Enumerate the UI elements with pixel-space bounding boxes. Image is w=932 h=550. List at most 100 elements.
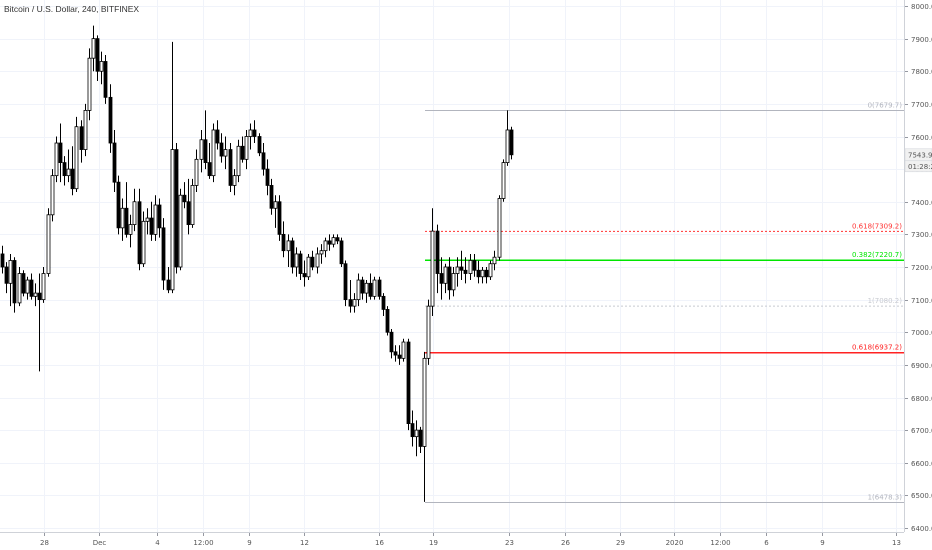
candle-body <box>141 220 146 265</box>
candle-body <box>476 269 481 278</box>
fib-level-label: 0.382(7220.7) <box>852 251 902 259</box>
candle-body <box>281 233 286 252</box>
candle-body <box>406 341 411 425</box>
time-axis[interactable]: 28 Dec 4 12:00 9 12 16 19 23 26 29 2020 12:00 6 9 13 <box>40 533 901 547</box>
candle-body <box>223 149 228 157</box>
candle-body <box>211 129 216 177</box>
candle-body <box>4 266 9 284</box>
candle-body <box>484 269 489 278</box>
price-tags: 7543.9 01:28:26 <box>904 148 932 173</box>
candle-body <box>0 253 5 268</box>
x-tick-label: 19 <box>429 539 438 547</box>
candle-body <box>215 129 220 144</box>
candle-body <box>348 299 353 307</box>
candle-body <box>137 201 142 265</box>
candle-body <box>286 240 291 252</box>
candle-body <box>269 185 274 209</box>
candle-body <box>377 279 382 297</box>
fib-level-label: 0(7679.7) <box>868 101 903 109</box>
y-tick-label: 6800.0 <box>911 395 932 403</box>
candle-body <box>451 273 456 291</box>
candle-body <box>410 423 415 438</box>
candle-body <box>25 279 30 294</box>
fib-level-label: 0.618(7309.2) <box>852 222 902 230</box>
candle-body <box>95 38 100 72</box>
candle-body <box>128 224 133 235</box>
y-tick-label: 8000.0 <box>911 3 932 11</box>
candle-body <box>12 260 17 304</box>
candle-body <box>497 198 502 258</box>
candle-body <box>339 240 344 265</box>
x-tick-label: 12:00 <box>193 539 213 547</box>
candle-body <box>294 253 299 268</box>
candle-body <box>108 96 113 144</box>
candle-body <box>103 61 108 98</box>
last-price-label: 7543.9 <box>908 151 932 159</box>
candle-body <box>199 139 204 160</box>
y-tick-label: 7600.0 <box>911 134 932 142</box>
candle-body <box>327 240 332 245</box>
candle-body <box>120 207 125 229</box>
candle-body <box>455 266 460 274</box>
candle-body <box>501 162 506 199</box>
candle-body <box>488 263 493 278</box>
candle-body <box>463 269 468 274</box>
candle-body <box>232 175 237 186</box>
x-tick-label: Dec <box>93 539 107 547</box>
candle-body <box>29 279 34 297</box>
candle-body <box>310 256 315 268</box>
candle-body <box>236 145 241 177</box>
y-tick-label: 6500.0 <box>911 492 932 500</box>
fib-level-label: 1(6478.3) <box>868 493 903 501</box>
candle-body <box>389 331 394 353</box>
candle-body <box>430 230 435 307</box>
price-axis[interactable]: 8000.07900.07800.07700.07600.07500.07400… <box>905 3 932 533</box>
fibonacci-levels[interactable]: 0(7679.7) 0.618(7309.2) 0.382(7220.7) 1(708… <box>425 101 904 503</box>
candle-body <box>343 263 348 301</box>
candle-body <box>228 149 233 186</box>
candle-body <box>174 149 179 268</box>
candle-body <box>509 129 514 156</box>
candle-body <box>306 256 311 278</box>
candle-body <box>261 152 266 170</box>
candle-body <box>99 61 104 72</box>
candle-body <box>79 126 84 150</box>
candle-body <box>302 273 307 278</box>
candle-body <box>74 126 79 190</box>
candle-body <box>116 181 121 229</box>
candle-body <box>443 266 448 284</box>
candle-body <box>41 273 46 301</box>
candle-body <box>50 175 55 216</box>
candle-body <box>62 162 67 177</box>
candle-body <box>132 201 137 225</box>
y-tick-label: 7400.0 <box>911 199 932 207</box>
candle-body <box>397 354 402 359</box>
candle-body <box>257 136 262 154</box>
candle-body <box>381 295 386 310</box>
x-tick-label: 26 <box>561 539 570 547</box>
candle-body <box>194 158 199 186</box>
y-tick-label: 7300.0 <box>911 231 932 239</box>
candle-body <box>21 273 26 294</box>
candle-body <box>124 207 129 235</box>
candle-body <box>17 273 22 304</box>
candle-body <box>356 279 361 301</box>
candle-body <box>207 162 212 177</box>
candlestick-series <box>0 25 514 502</box>
x-tick-label: 4 <box>155 539 160 547</box>
candle-body <box>87 57 92 111</box>
candle-body <box>58 142 63 163</box>
candle-body <box>368 282 373 297</box>
candle-body <box>265 168 270 186</box>
candle-body <box>178 194 183 268</box>
candle-body <box>472 260 477 271</box>
x-tick-label: 23 <box>505 539 514 547</box>
candle-body <box>219 142 224 157</box>
candle-body <box>401 341 406 359</box>
candle-body <box>8 260 13 284</box>
candle-body <box>319 250 324 255</box>
candle-body <box>46 214 51 274</box>
candle-body <box>37 292 42 301</box>
y-tick-label: 7100.0 <box>911 297 932 305</box>
